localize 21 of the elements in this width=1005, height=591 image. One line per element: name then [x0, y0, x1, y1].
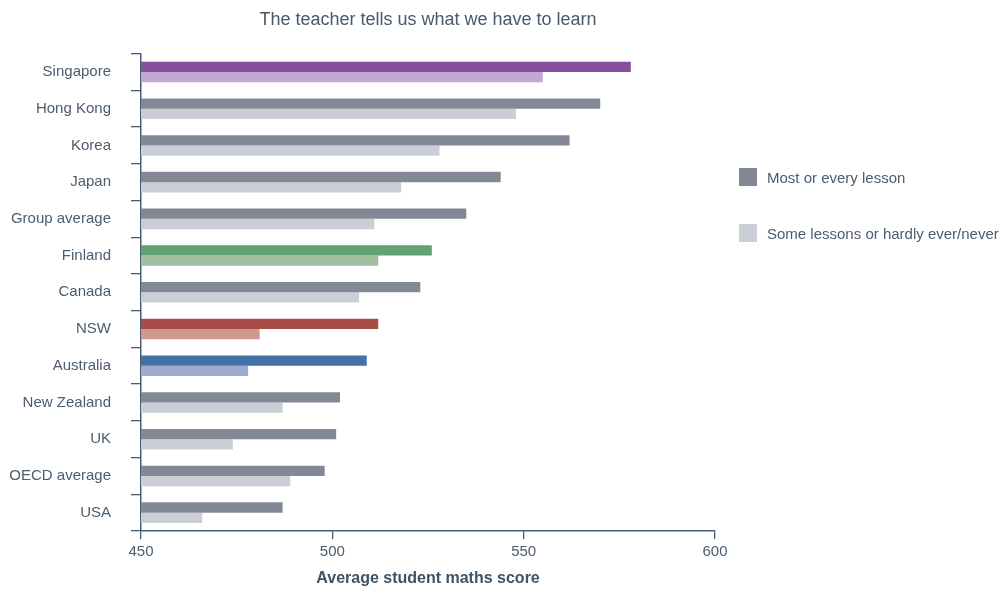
y-tick-label: NSW [76, 319, 112, 337]
y-tick-label: Canada [58, 282, 112, 300]
x-tick-label: 500 [319, 542, 345, 560]
y-tick-label: Group average [10, 208, 111, 226]
y-tick-label: UK [90, 429, 111, 447]
x-tick-label: 450 [128, 542, 154, 560]
y-tick-label: USA [80, 502, 111, 520]
legend-label: Some lessons or hardly ever/never [767, 224, 999, 242]
y-tick-label: Japan [70, 172, 111, 190]
y-tick-label: Korea [70, 135, 112, 153]
x-tick-label: 550 [511, 542, 537, 560]
x-tick-label: 600 [702, 542, 728, 560]
y-tick-label: Singapore [42, 62, 111, 80]
chart-title: The teacher tells us what we have to learn [259, 8, 597, 29]
y-tick-label: Finland [61, 245, 111, 263]
y-tick-label: Hong Kong [35, 98, 111, 116]
y-tick-label: OECD average [9, 466, 111, 484]
legend-label: Most or every lesson [767, 168, 906, 186]
y-tick-label: Australia [52, 355, 112, 373]
x-axis-title: Average student maths score [316, 568, 540, 586]
y-tick-label: New Zealand [22, 392, 111, 410]
